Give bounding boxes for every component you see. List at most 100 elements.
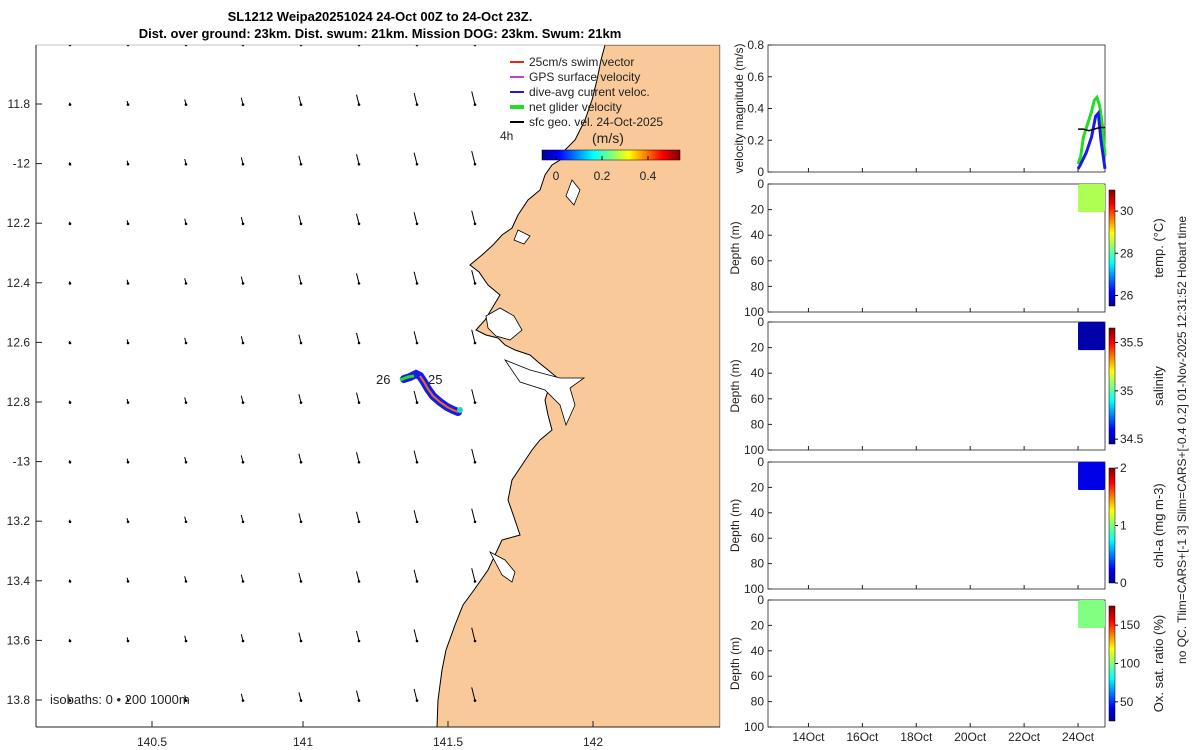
sfc-velocity-arrow-base (184, 460, 188, 464)
sfc-velocity-arrow-base (299, 103, 303, 106)
sfc-velocity-arrow-base (299, 460, 303, 464)
panel-colorbar-tick-label: 0 (1120, 576, 1127, 590)
map-plot-area (436, 45, 720, 727)
panel-y-tick-label: 0.6 (747, 70, 764, 84)
panel-y-tick-label: 0.8 (747, 38, 764, 52)
estuary-12-8 (503, 359, 586, 427)
sfc-velocity-arrow-base (126, 699, 130, 702)
sfc-velocity-arrow (413, 212, 418, 224)
sfc-velocity-arrow (298, 155, 302, 165)
isobaths-label: isobaths: 0 • 200 1000m (50, 692, 190, 707)
panel-colorbar (1108, 467, 1116, 584)
panel-y-tick-label: 60 (751, 254, 765, 268)
panel-y-axis-label: Depth (m) (728, 499, 742, 552)
panel-y-tick-label: 80 (751, 279, 765, 293)
panel-y-axis-label: Depth (m) (728, 637, 742, 690)
sfc-velocity-arrow-base (473, 460, 477, 464)
sfc-velocity-arrow-base (299, 639, 303, 643)
sfc-velocity-arrow-base (415, 520, 419, 524)
map-x-ticks: 140.5 141 141.5 142 (137, 721, 603, 749)
panel-y-tick-label: 0.4 (747, 102, 764, 116)
sfc-velocity-arrow (474, 45, 475, 46)
net-glider-track (399, 374, 415, 382)
sfc-velocity-arrow-base (241, 103, 245, 106)
panel-y-tick-label: 40 (751, 644, 765, 658)
sfc-velocity-arrow-base (241, 162, 245, 166)
time-tick-label: 14Oct (792, 730, 825, 744)
legend-entry-label: dive-avg current veloc. (529, 85, 650, 99)
sfc-velocity-arrow (298, 96, 302, 105)
glider-track (399, 369, 463, 416)
map-y-tick-label: -13 (13, 455, 31, 469)
sfc-velocity-arrow-base (299, 162, 303, 166)
velocity-series-line (1076, 94, 1107, 165)
panel-y-tick-label: 0 (757, 165, 764, 179)
profile-data-block (1078, 600, 1105, 628)
sfc-velocity-arrow (471, 150, 476, 165)
sfc-velocity-arrow-base (473, 639, 477, 643)
sfc-velocity-arrow (358, 45, 359, 46)
sfc-velocity-arrow-base (299, 282, 303, 285)
sfc-velocity-arrow (298, 334, 302, 344)
sfc-velocity-arrow (298, 215, 302, 224)
panel-y-tick-label: 80 (751, 417, 765, 431)
sfc-velocity-arrow-base (473, 162, 477, 166)
sfc-velocity-arrow (471, 568, 476, 582)
sfc-velocity-arrow-base (68, 580, 72, 583)
map-colorbar-title: (m/s) (592, 130, 624, 146)
embayment-12-55 (485, 307, 523, 341)
sfc-velocity-arrow-base (241, 460, 245, 464)
panel-y-axis-label: velocity magnitude (m/s) (732, 43, 746, 173)
panel-colorbar-label: chl-a (mg m-3) (1151, 483, 1166, 568)
time-tick-label: 20Oct (954, 730, 987, 744)
sfc-velocity-arrow-base (126, 103, 130, 106)
sfc-velocity-arrow-base (357, 639, 361, 643)
panel-3-frame (767, 461, 1106, 590)
sfc-velocity-arrow-base (241, 639, 245, 643)
sfc-velocity-arrow (356, 154, 360, 165)
map-x-tick-label: 142 (583, 735, 603, 749)
map-x-tick-label: 140.5 (137, 735, 167, 749)
legend-entry-label: net glider velocity (529, 100, 622, 114)
chart-title-line-1: SL1212 Weipa20251024 24-Oct 00Z to 24-Oc… (227, 9, 533, 24)
sfc-velocity-arrow (413, 569, 418, 582)
profile-data-block (1078, 322, 1105, 351)
sfc-velocity-arrow-base (126, 282, 130, 285)
panel-colorbar-tick-label: 2 (1120, 461, 1127, 475)
sfc-velocity-arrow-base (68, 699, 72, 702)
sfc-velocity-arrow-base (126, 520, 130, 524)
sfc-velocity-arrow-base (126, 222, 130, 226)
sfc-velocity-arrow-base (184, 639, 188, 643)
sfc-velocity-arrow-base (473, 103, 477, 106)
sfc-velocity-arrow-base (357, 460, 361, 464)
surface-velocity-arrows (68, 45, 477, 702)
sfc-velocity-arrow-base (184, 222, 188, 226)
sfc-velocity-arrow (298, 513, 302, 522)
sfc-velocity-arrow (356, 213, 360, 224)
sfc-velocity-arrow-base (241, 282, 245, 285)
panel-colorbar-tick-label: 28 (1120, 246, 1134, 260)
sfc-velocity-arrow-base (415, 222, 419, 226)
sfc-velocity-arrow (185, 45, 186, 46)
map-y-tick-label: -12 (13, 157, 31, 171)
panel-colorbar (1108, 327, 1116, 445)
legend-4h-label: 4h (500, 129, 513, 143)
map-colorbar-tick-label: 0.4 (640, 169, 657, 183)
panel-colorbar-label: Ox. sat. ratio (%) (1151, 615, 1166, 713)
sfc-velocity-arrow-base (184, 401, 188, 404)
sfc-velocity-arrow-base (299, 699, 303, 702)
sfc-velocity-arrow-base (126, 162, 130, 166)
sfc-velocity-arrow (413, 331, 418, 344)
sfc-velocity-arrow (298, 572, 302, 582)
sfc-velocity-arrow-base (473, 580, 477, 583)
panel-y-tick-label: 100 (744, 305, 764, 319)
sfc-velocity-arrow-base (357, 401, 361, 404)
track-end-label: 25 (428, 372, 442, 387)
sfc-velocity-arrow-base (126, 401, 130, 404)
map-y-tick-label: 13.6 (7, 633, 31, 647)
profile-data-block (1078, 462, 1105, 490)
sfc-velocity-arrow-base (473, 282, 477, 285)
panel-y-tick-label: 0 (757, 455, 764, 469)
panel-y-tick-label: 100 (744, 582, 764, 596)
